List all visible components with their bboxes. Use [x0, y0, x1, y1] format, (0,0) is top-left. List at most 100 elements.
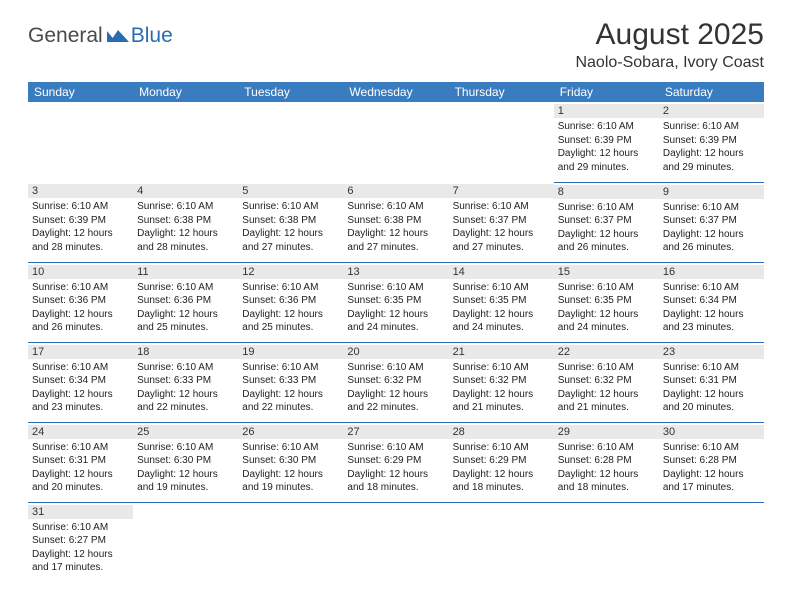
daylight-text: Daylight: 12 hours and 29 minutes. [558, 147, 655, 174]
day-number: 18 [133, 345, 238, 359]
sunset-text: Sunset: 6:32 PM [347, 374, 444, 388]
logo-text-2: Blue [131, 24, 173, 48]
day-details: Sunrise: 6:10 AMSunset: 6:37 PMDaylight:… [663, 201, 760, 255]
daylight-text: Daylight: 12 hours and 28 minutes. [137, 227, 234, 254]
day-number-empty [238, 104, 343, 118]
calendar-table: SundayMondayTuesdayWednesdayThursdayFrid… [28, 82, 764, 582]
day-number: 23 [659, 345, 764, 359]
calendar-cell: 15Sunrise: 6:10 AMSunset: 6:35 PMDayligh… [554, 262, 659, 342]
calendar-cell: 21Sunrise: 6:10 AMSunset: 6:32 PMDayligh… [449, 342, 554, 422]
calendar-cell: 8Sunrise: 6:10 AMSunset: 6:37 PMDaylight… [554, 182, 659, 262]
calendar-cell: 19Sunrise: 6:10 AMSunset: 6:33 PMDayligh… [238, 342, 343, 422]
day-number: 7 [449, 184, 554, 198]
sunset-text: Sunset: 6:33 PM [242, 374, 339, 388]
daylight-text: Daylight: 12 hours and 28 minutes. [32, 227, 129, 254]
day-details: Sunrise: 6:10 AMSunset: 6:35 PMDaylight:… [347, 281, 444, 335]
weekday-header: Tuesday [238, 82, 343, 102]
calendar-cell: 2Sunrise: 6:10 AMSunset: 6:39 PMDaylight… [659, 102, 764, 182]
page-header: General Blue August 2025 Naolo-Sobara, I… [28, 18, 764, 72]
weekday-header: Monday [133, 82, 238, 102]
calendar-cell: 7Sunrise: 6:10 AMSunset: 6:37 PMDaylight… [449, 182, 554, 262]
calendar-week-row: 17Sunrise: 6:10 AMSunset: 6:34 PMDayligh… [28, 342, 764, 422]
weekday-header: Friday [554, 82, 659, 102]
calendar-cell: 20 Sunrise: 6:10 AMSunset: 6:32 PMDayligh… [343, 342, 448, 422]
day-number-empty [238, 505, 343, 519]
day-number: 31 [28, 505, 133, 519]
sunset-text: Sunset: 6:36 PM [32, 294, 129, 308]
day-number: 22 [554, 345, 659, 359]
day-details: Sunrise: 6:10 AMSunset: 6:34 PMDaylight:… [663, 281, 760, 335]
sunset-text: Sunset: 6:35 PM [347, 294, 444, 308]
day-details: Sunrise: 6:10 AMSunset: 6:31 PMDaylight:… [663, 361, 760, 415]
daylight-text: Daylight: 12 hours and 26 minutes. [663, 228, 760, 255]
daylight-text: Daylight: 12 hours and 24 minutes. [453, 308, 550, 335]
daylight-text: Daylight: 12 hours and 21 minutes. [558, 388, 655, 415]
daylight-text: Daylight: 12 hours and 19 minutes. [137, 468, 234, 495]
daylight-text: Daylight: 12 hours and 22 minutes. [347, 388, 444, 415]
sunrise-text: Sunrise: 6:10 AM [32, 200, 129, 214]
daylight-text: Daylight: 12 hours and 23 minutes. [32, 388, 129, 415]
day-details: Sunrise: 6:10 AMSunset: 6:33 PMDaylight:… [242, 361, 339, 415]
day-details: Sunrise: 6:10 AMSunset: 6:34 PMDaylight:… [32, 361, 129, 415]
daylight-text: Daylight: 12 hours and 26 minutes. [32, 308, 129, 335]
day-number: 21 [449, 345, 554, 359]
calendar-cell-blank [133, 102, 238, 182]
weekday-header: Sunday [28, 82, 133, 102]
day-number-empty [28, 104, 133, 118]
sunrise-text: Sunrise: 6:10 AM [558, 361, 655, 375]
day-number: 27 [343, 425, 448, 439]
daylight-text: Daylight: 12 hours and 27 minutes. [347, 227, 444, 254]
sunrise-text: Sunrise: 6:10 AM [32, 281, 129, 295]
day-number: 24 [28, 425, 133, 439]
day-details: Sunrise: 6:10 AMSunset: 6:38 PMDaylight:… [137, 200, 234, 254]
sunrise-text: Sunrise: 6:10 AM [453, 441, 550, 455]
sunset-text: Sunset: 6:30 PM [242, 454, 339, 468]
sunrise-text: Sunrise: 6:10 AM [558, 120, 655, 134]
weekday-header: Wednesday [343, 82, 448, 102]
calendar-cell: 31 Sunrise: 6:10 AMSunset: 6:27 PMDayligh… [28, 502, 133, 582]
day-number-empty [554, 505, 659, 519]
sunrise-text: Sunrise: 6:10 AM [453, 200, 550, 214]
day-number: 15 [554, 265, 659, 279]
day-details: Sunrise: 6:10 AMSunset: 6:39 PMDaylight:… [663, 120, 760, 174]
daylight-text: Daylight: 12 hours and 17 minutes. [32, 548, 129, 575]
calendar-cell: 26Sunrise: 6:10 AMSunset: 6:30 PMDayligh… [238, 422, 343, 502]
calendar-cell: 9Sunrise: 6:10 AMSunset: 6:37 PMDaylight… [659, 182, 764, 262]
logo: General Blue [28, 24, 173, 48]
sunrise-text: Sunrise: 6:10 AM [32, 361, 129, 375]
sunrise-text: Sunrise: 6:10 AM [242, 361, 339, 375]
day-number: 1 [554, 104, 659, 118]
day-number: 28 [449, 425, 554, 439]
daylight-text: Daylight: 12 hours and 27 minutes. [242, 227, 339, 254]
daylight-text: Daylight: 12 hours and 21 minutes. [453, 388, 550, 415]
logo-text-1: General [28, 24, 103, 48]
calendar-week-row: 1 Sunrise: 6:10 AMSunset: 6:39 PMDaylight… [28, 102, 764, 182]
weekday-header: Thursday [449, 82, 554, 102]
sunrise-text: Sunrise: 6:10 AM [558, 281, 655, 295]
day-number-empty [133, 505, 238, 519]
sunset-text: Sunset: 6:27 PM [32, 534, 129, 548]
day-details: Sunrise: 6:10 AMSunset: 6:39 PMDaylight:… [558, 120, 655, 174]
daylight-text: Daylight: 12 hours and 20 minutes. [32, 468, 129, 495]
calendar-cell-blank [133, 502, 238, 582]
daylight-text: Daylight: 12 hours and 19 minutes. [242, 468, 339, 495]
day-number: 20 [343, 345, 448, 359]
calendar-cell: 27Sunrise: 6:10 AMSunset: 6:29 PMDayligh… [343, 422, 448, 502]
calendar-cell-blank [343, 502, 448, 582]
calendar-cell: 11Sunrise: 6:10 AMSunset: 6:36 PMDayligh… [133, 262, 238, 342]
calendar-cell-blank [343, 102, 448, 182]
sunrise-text: Sunrise: 6:10 AM [347, 361, 444, 375]
daylight-text: Daylight: 12 hours and 25 minutes. [137, 308, 234, 335]
sunrise-text: Sunrise: 6:10 AM [32, 521, 129, 535]
sunset-text: Sunset: 6:36 PM [137, 294, 234, 308]
day-number: 26 [238, 425, 343, 439]
day-details: Sunrise: 6:10 AMSunset: 6:32 PMDaylight:… [347, 361, 444, 415]
calendar-cell-blank [28, 102, 133, 182]
calendar-cell-blank [449, 102, 554, 182]
calendar-cell: 29Sunrise: 6:10 AMSunset: 6:28 PMDayligh… [554, 422, 659, 502]
sunset-text: Sunset: 6:29 PM [453, 454, 550, 468]
calendar-cell: 6Sunrise: 6:10 AMSunset: 6:38 PMDaylight… [343, 182, 448, 262]
calendar-cell: 22Sunrise: 6:10 AMSunset: 6:32 PMDayligh… [554, 342, 659, 422]
calendar-cell: 18Sunrise: 6:10 AMSunset: 6:33 PMDayligh… [133, 342, 238, 422]
day-number: 4 [133, 184, 238, 198]
